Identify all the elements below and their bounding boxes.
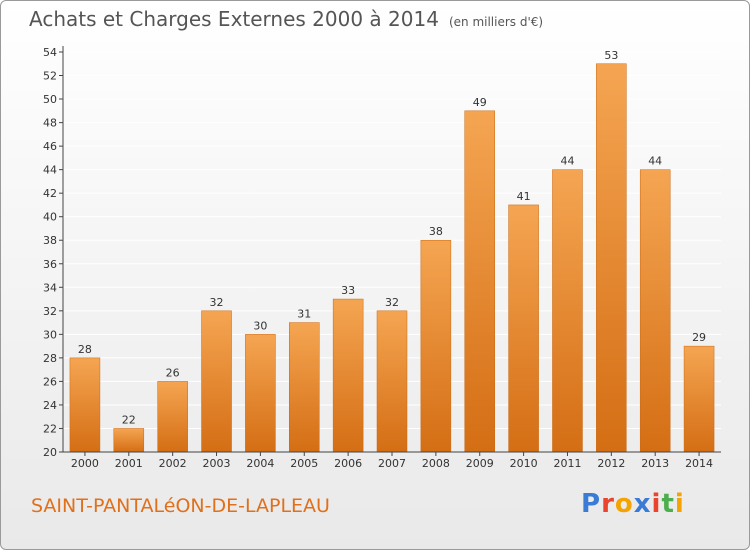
y-tick-label: 44 bbox=[43, 164, 57, 177]
bar bbox=[683, 345, 715, 453]
logo-letter: i bbox=[651, 489, 662, 519]
bar bbox=[464, 110, 495, 453]
x-tick-label: 2009 bbox=[466, 457, 494, 470]
proxiti-logo: Proxiti bbox=[581, 489, 685, 519]
y-tick-label: 54 bbox=[43, 46, 57, 59]
commune-name: SAINT-PANTALéON-DE-LAPLEAU bbox=[31, 495, 330, 517]
bar bbox=[289, 322, 320, 453]
y-tick-label: 32 bbox=[43, 305, 57, 318]
bar bbox=[639, 169, 671, 453]
x-tick-label: 2000 bbox=[71, 457, 99, 470]
chart-title: Achats et Charges Externes 2000 à 2014 (e… bbox=[29, 7, 543, 31]
logo-letter: r bbox=[601, 489, 615, 519]
y-tick-label: 46 bbox=[43, 140, 57, 153]
bar bbox=[552, 169, 583, 453]
bar-value-label: 33 bbox=[341, 284, 355, 297]
bar bbox=[245, 334, 276, 453]
bar bbox=[113, 428, 145, 453]
x-tick-label: 2006 bbox=[334, 457, 362, 470]
bar bbox=[201, 310, 232, 453]
x-tick-label: 2004 bbox=[246, 457, 274, 470]
logo-letter: t bbox=[661, 489, 675, 519]
x-tick-label: 2012 bbox=[597, 457, 625, 470]
y-tick-label: 26 bbox=[43, 375, 57, 388]
bar-value-label: 44 bbox=[560, 155, 574, 168]
bar-value-label: 53 bbox=[604, 49, 618, 62]
bar-value-label: 32 bbox=[385, 296, 399, 309]
bars bbox=[69, 63, 715, 453]
y-tick-label: 36 bbox=[43, 258, 57, 271]
bar-value-label: 44 bbox=[648, 155, 662, 168]
y-tick-label: 30 bbox=[43, 328, 57, 341]
x-tick-label: 2007 bbox=[378, 457, 406, 470]
y-tick-label: 28 bbox=[43, 352, 57, 365]
logo-letter: P bbox=[581, 489, 602, 519]
axes bbox=[59, 46, 721, 456]
y-tick-label: 48 bbox=[43, 117, 57, 130]
logo-letter: i bbox=[674, 489, 685, 519]
x-tick-label: 2013 bbox=[641, 457, 669, 470]
bar-value-label: 49 bbox=[473, 96, 487, 109]
labels: 20 22 24 26 28 30 32 34 36 38 40 42 44 46 48 50 52 54 28 20… bbox=[43, 46, 713, 470]
bar-value-label: 26 bbox=[166, 366, 180, 379]
bar bbox=[596, 63, 627, 453]
bar bbox=[376, 310, 408, 453]
bar bbox=[508, 204, 539, 453]
x-tick-label: 2003 bbox=[203, 457, 231, 470]
x-tick-label: 2011 bbox=[553, 457, 581, 470]
bar-value-label: 31 bbox=[297, 308, 311, 321]
chart-unit: (en milliers d'€) bbox=[448, 15, 544, 29]
bar-value-label: 38 bbox=[429, 225, 443, 238]
bar-value-label: 30 bbox=[253, 319, 267, 332]
y-tick-label: 52 bbox=[43, 70, 57, 83]
y-tick-label: 22 bbox=[43, 422, 57, 435]
y-tick-label: 50 bbox=[43, 93, 57, 106]
bar bbox=[332, 298, 364, 453]
x-tick-label: 2005 bbox=[290, 457, 318, 470]
x-tick-label: 2002 bbox=[159, 457, 187, 470]
x-tick-label: 2001 bbox=[115, 457, 143, 470]
bar-value-label: 32 bbox=[210, 296, 224, 309]
y-tick-label: 24 bbox=[43, 399, 57, 412]
chart-title-text: Achats et Charges Externes 2000 à 2014 bbox=[29, 7, 439, 31]
bar-value-label: 29 bbox=[692, 331, 706, 344]
x-tick-label: 2010 bbox=[510, 457, 538, 470]
y-tick-label: 34 bbox=[43, 281, 57, 294]
y-tick-label: 38 bbox=[43, 234, 57, 247]
x-tick-label: 2008 bbox=[422, 457, 450, 470]
bar-value-label: 41 bbox=[517, 190, 531, 203]
logo-letter: x bbox=[633, 489, 652, 519]
bar-value-label: 22 bbox=[122, 413, 136, 426]
x-tick-label: 2014 bbox=[685, 457, 713, 470]
bar bbox=[420, 239, 452, 453]
bar bbox=[157, 381, 188, 453]
y-tick-label: 42 bbox=[43, 187, 57, 200]
y-tick-label: 20 bbox=[43, 446, 57, 459]
bar-value-label: 28 bbox=[78, 343, 92, 356]
bar bbox=[69, 357, 101, 453]
logo-letter: o bbox=[614, 489, 634, 519]
y-tick-label: 40 bbox=[43, 211, 57, 224]
